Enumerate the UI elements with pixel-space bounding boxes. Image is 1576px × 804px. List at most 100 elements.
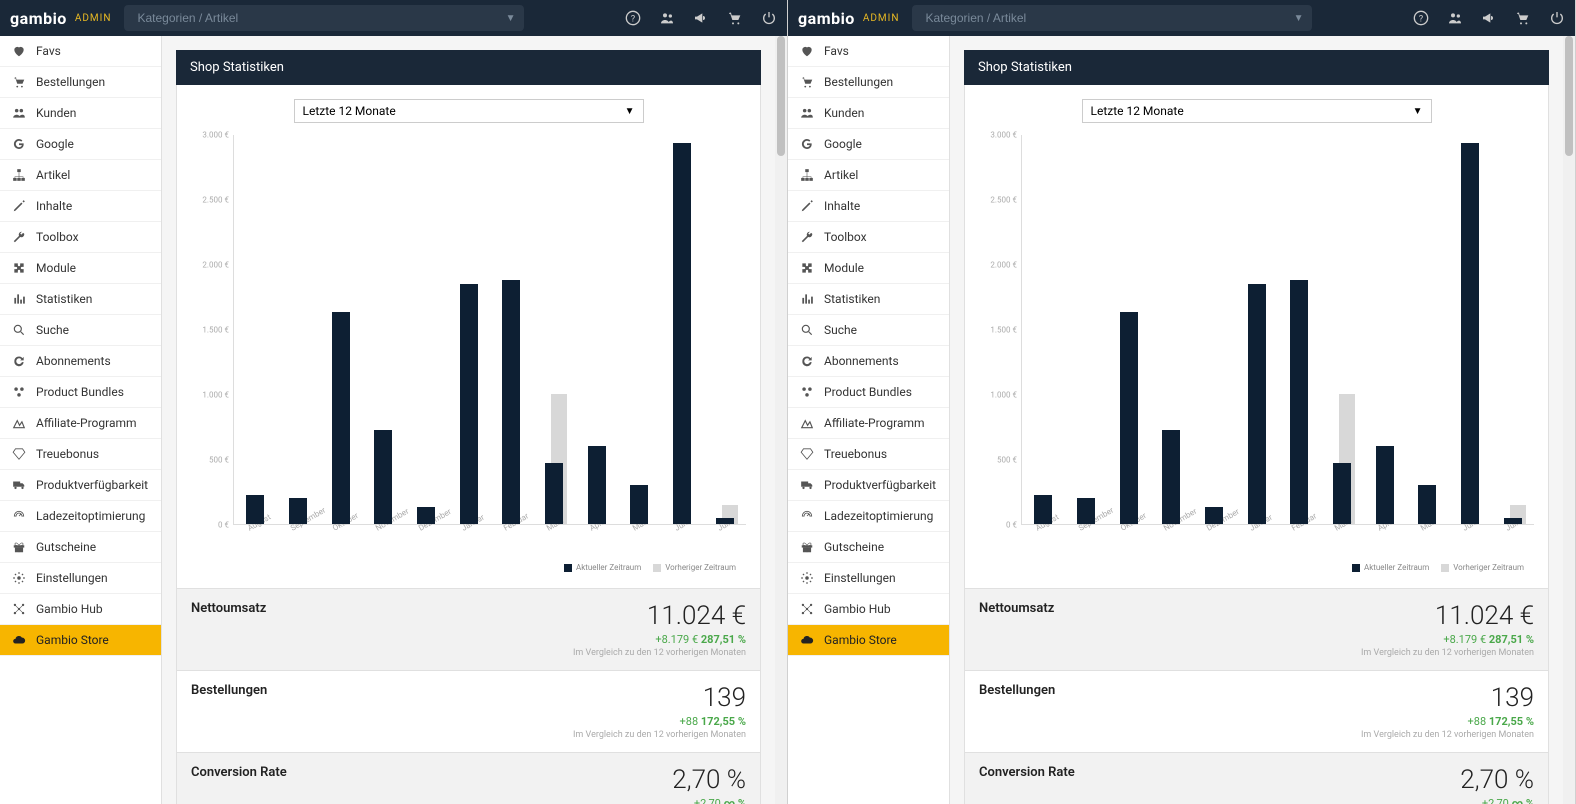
- sidebar-item-label: Statistiken: [36, 292, 92, 306]
- sidebar-item-bestellungen[interactable]: Bestellungen: [788, 67, 949, 98]
- hub-icon: [800, 602, 814, 616]
- scrollbar[interactable]: [1563, 36, 1575, 804]
- search-input[interactable]: [138, 11, 502, 25]
- refresh-icon: [800, 354, 814, 368]
- sidebar-item-abonnements[interactable]: Abonnements: [0, 346, 161, 377]
- sidebar-item-gambio-store[interactable]: Gambio Store: [0, 625, 161, 656]
- pencil-icon: [12, 199, 26, 213]
- sidebar-item-label: Gambio Hub: [36, 602, 103, 616]
- sidebar-item-inhalte[interactable]: Inhalte: [788, 191, 949, 222]
- sidebar-item-module[interactable]: Module: [0, 253, 161, 284]
- sidebar-item-gambio-store[interactable]: Gambio Store: [788, 625, 949, 656]
- sidebar-item-affiliate-programm[interactable]: Affiliate-Programm: [0, 408, 161, 439]
- sidebar-item-suche[interactable]: Suche: [0, 315, 161, 346]
- sidebar-item-favs[interactable]: Favs: [0, 36, 161, 67]
- sidebar-item-produktverf-gbarkeit[interactable]: Produktverfügbarkeit: [0, 470, 161, 501]
- cart-icon[interactable]: [727, 10, 743, 26]
- y-tick: 500 €: [997, 456, 1017, 465]
- sidebar-item-einstellungen[interactable]: Einstellungen: [0, 563, 161, 594]
- sidebar-item-treuebonus[interactable]: Treuebonus: [788, 439, 949, 470]
- bar-curr: [246, 495, 264, 524]
- sidebar-item-google[interactable]: Google: [788, 129, 949, 160]
- svg-text:?: ?: [631, 13, 636, 24]
- puzzle-icon: [12, 261, 26, 275]
- range-dropdown[interactable]: Letzte 12 Monate▼: [1082, 99, 1432, 123]
- y-tick: 0 €: [1006, 521, 1017, 530]
- metric-value: 2,70 %: [1361, 765, 1534, 795]
- metric-label: Bestellungen: [191, 683, 267, 698]
- search-wrap[interactable]: ▼: [912, 5, 1312, 31]
- heart-icon: [12, 44, 26, 58]
- metric-delta-pct: 287,51 %: [701, 633, 746, 646]
- stats-icon: [12, 292, 26, 306]
- power-icon[interactable]: [1549, 10, 1565, 26]
- cart-icon[interactable]: [1515, 10, 1531, 26]
- sidebar-item-favs[interactable]: Favs: [788, 36, 949, 67]
- sidebar-item-label: Affiliate-Programm: [824, 416, 925, 430]
- search-wrap[interactable]: ▼: [124, 5, 524, 31]
- sidebar-item-produktverf-gbarkeit[interactable]: Produktverfügbarkeit: [788, 470, 949, 501]
- bar-curr: [1162, 430, 1180, 524]
- sidebar-item-toolbox[interactable]: Toolbox: [788, 222, 949, 253]
- bar-curr: [1290, 280, 1308, 524]
- users-icon[interactable]: [659, 10, 675, 26]
- sidebar-item-google[interactable]: Google: [0, 129, 161, 160]
- scrollbar[interactable]: [775, 36, 787, 804]
- sidebar-item-gambio-hub[interactable]: Gambio Hub: [0, 594, 161, 625]
- sidebar-item-label: Einstellungen: [36, 571, 108, 585]
- sidebar-item-gambio-hub[interactable]: Gambio Hub: [788, 594, 949, 625]
- announce-icon[interactable]: [1481, 10, 1497, 26]
- sidebar-item-kunden[interactable]: Kunden: [788, 98, 949, 129]
- metric-value: 11.024 €: [1361, 601, 1534, 631]
- sidebar-item-label: Inhalte: [36, 199, 72, 213]
- users-icon[interactable]: [1447, 10, 1463, 26]
- sidebar-item-label: Suche: [36, 323, 69, 337]
- bar-curr: [1205, 507, 1223, 524]
- sidebar-item-product-bundles[interactable]: Product Bundles: [0, 377, 161, 408]
- sidebar-item-statistiken[interactable]: Statistiken: [788, 284, 949, 315]
- sidebar-item-affiliate-programm[interactable]: Affiliate-Programm: [788, 408, 949, 439]
- power-icon[interactable]: [761, 10, 777, 26]
- hub-icon: [12, 602, 26, 616]
- sidebar-item-statistiken[interactable]: Statistiken: [0, 284, 161, 315]
- metric-note: Im Vergleich zu den 12 vorherigen Monate…: [1361, 648, 1534, 658]
- search-input[interactable]: [926, 11, 1290, 25]
- sidebar-item-ladezeitoptimierung[interactable]: Ladezeitoptimierung: [0, 501, 161, 532]
- sidebar-item-gutscheine[interactable]: Gutscheine: [0, 532, 161, 563]
- puzzle-icon: [800, 261, 814, 275]
- bar-curr: [460, 284, 478, 525]
- sidebar-item-product-bundles[interactable]: Product Bundles: [788, 377, 949, 408]
- affiliate-icon: [12, 416, 26, 430]
- help-icon[interactable]: ?: [625, 10, 641, 26]
- sidebar-item-einstellungen[interactable]: Einstellungen: [788, 563, 949, 594]
- sidebar-item-suche[interactable]: Suche: [788, 315, 949, 346]
- sidebar-item-inhalte[interactable]: Inhalte: [0, 191, 161, 222]
- sidebar-item-artikel[interactable]: Artikel: [0, 160, 161, 191]
- sidebar-item-bestellungen[interactable]: Bestellungen: [0, 67, 161, 98]
- truck-icon: [800, 478, 814, 492]
- metric-value: 139: [573, 683, 746, 713]
- admin-tag: ADMIN: [863, 13, 900, 24]
- refresh-icon: [12, 354, 26, 368]
- sidebar-item-treuebonus[interactable]: Treuebonus: [0, 439, 161, 470]
- sidebar-item-abonnements[interactable]: Abonnements: [788, 346, 949, 377]
- sidebar-item-label: Treuebonus: [824, 447, 887, 461]
- sidebar-item-kunden[interactable]: Kunden: [0, 98, 161, 129]
- bar-curr: [1376, 446, 1394, 524]
- bar-curr: [630, 485, 648, 524]
- bar-curr: [1333, 463, 1351, 524]
- help-icon[interactable]: ?: [1413, 10, 1429, 26]
- chart: 0 €500 €1.000 €1.500 €2.000 €2.500 €3.00…: [979, 135, 1534, 525]
- content: Shop StatistikenLetzte 12 Monate▼0 €500 …: [950, 36, 1563, 804]
- metric-delta-abs: +8.179 €: [1443, 633, 1486, 646]
- sidebar-item-label: Abonnements: [36, 354, 111, 368]
- range-dropdown[interactable]: Letzte 12 Monate▼: [294, 99, 644, 123]
- metric-label: Bestellungen: [979, 683, 1055, 698]
- range-selected: Letzte 12 Monate: [1091, 104, 1184, 118]
- sidebar-item-module[interactable]: Module: [788, 253, 949, 284]
- sidebar-item-artikel[interactable]: Artikel: [788, 160, 949, 191]
- announce-icon[interactable]: [693, 10, 709, 26]
- sidebar-item-gutscheine[interactable]: Gutscheine: [788, 532, 949, 563]
- sidebar-item-toolbox[interactable]: Toolbox: [0, 222, 161, 253]
- sidebar-item-ladezeitoptimierung[interactable]: Ladezeitoptimierung: [788, 501, 949, 532]
